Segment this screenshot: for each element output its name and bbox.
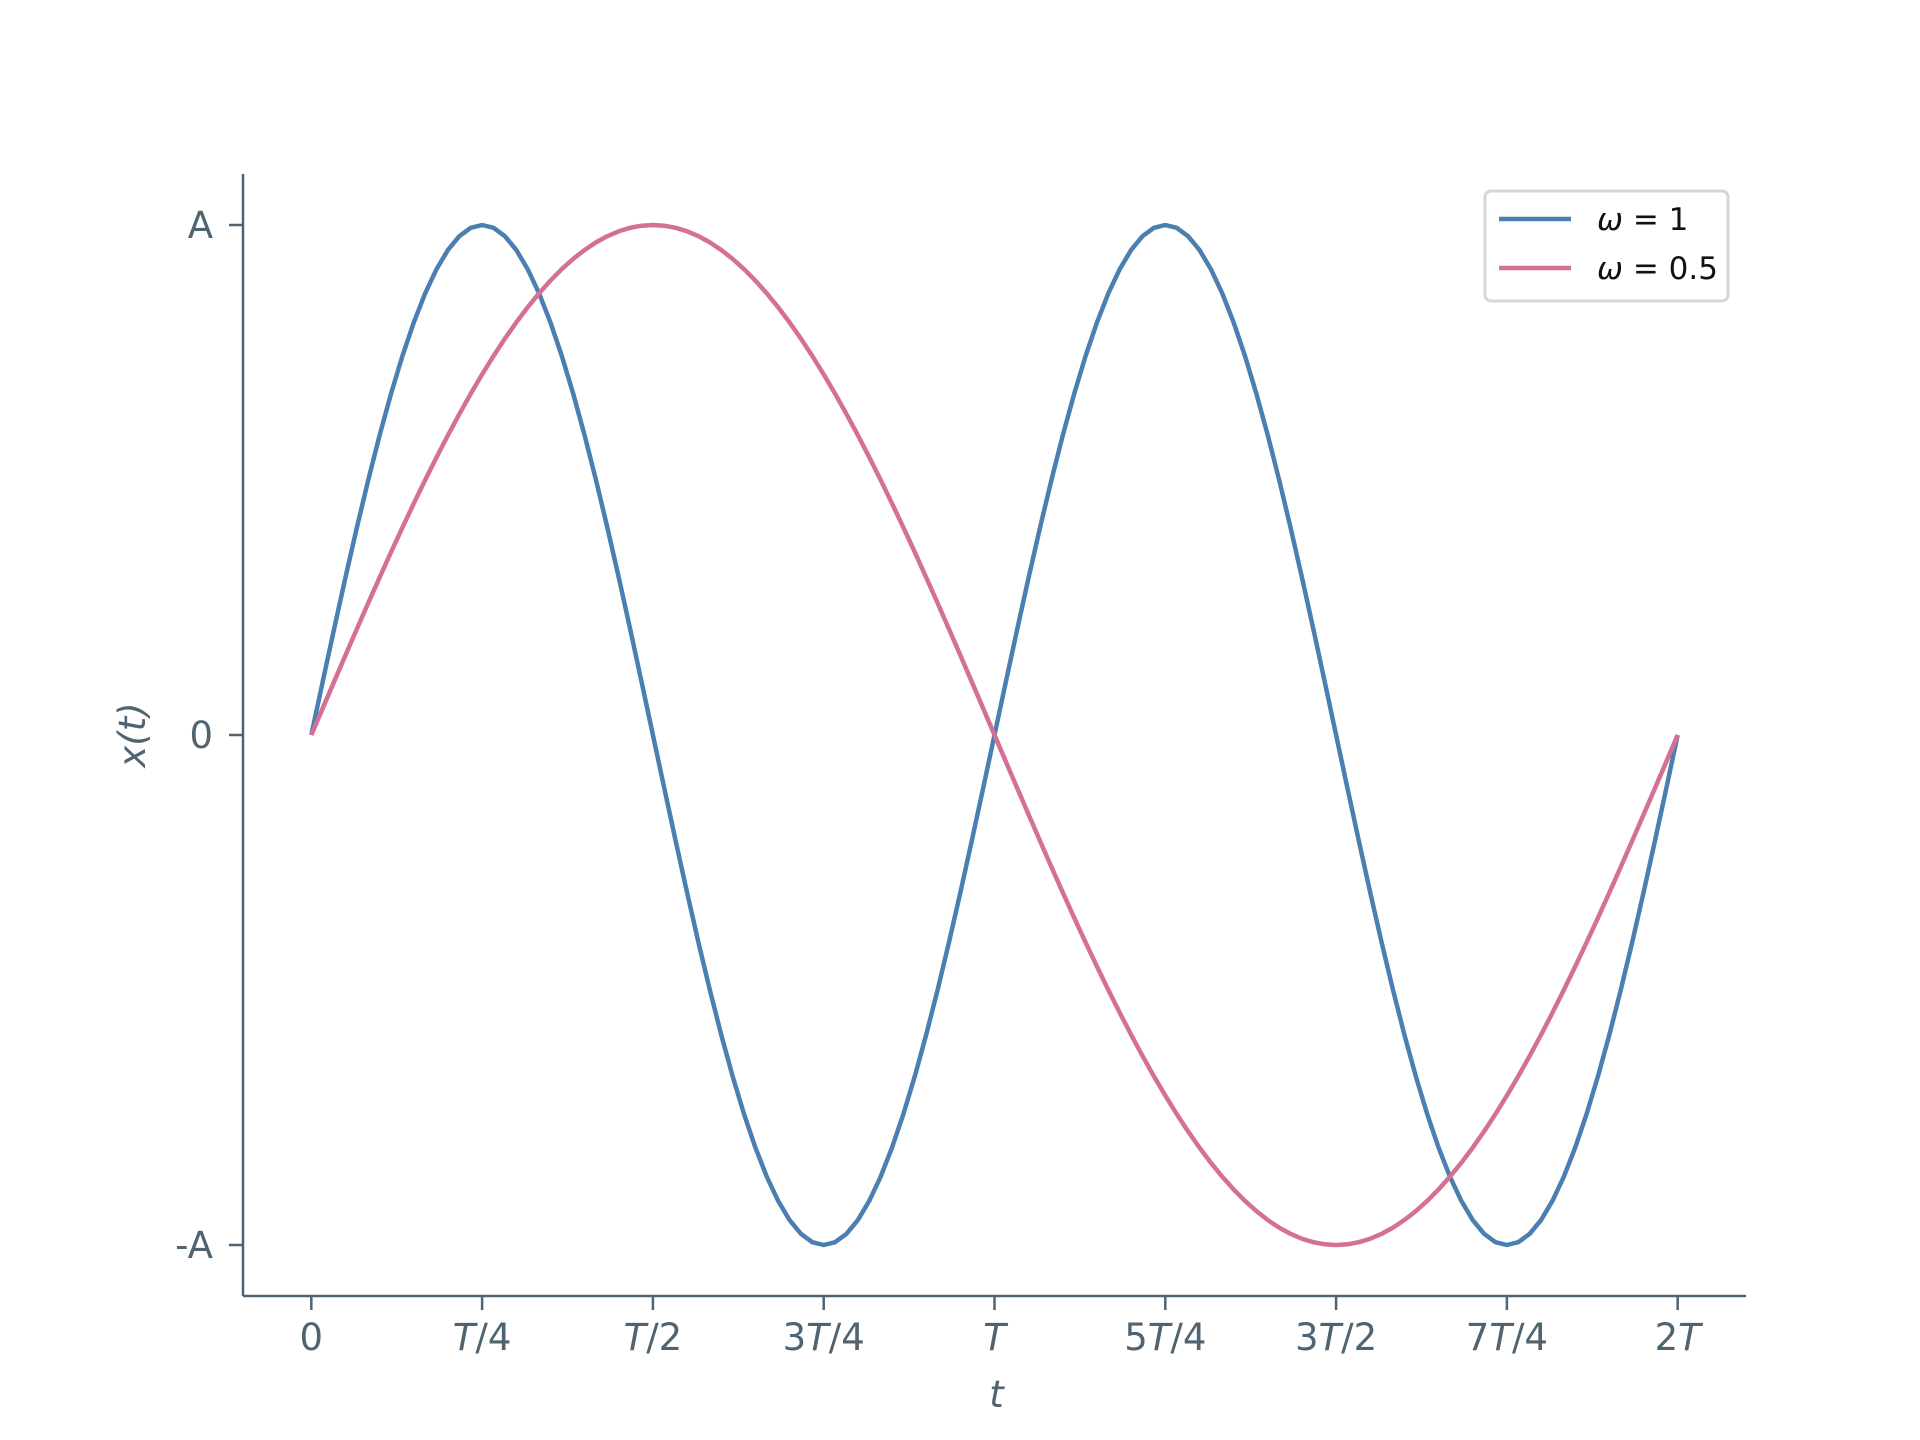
x-tick-label: T/2 — [624, 1316, 683, 1359]
plot-lines — [309, 222, 1680, 1248]
axes: 0 T/4 T/2 3T/4 T 5T/4 3T/2 7T/4 2T -A 0 At x(t) — [111, 174, 1746, 1416]
x-tick-label: 2T — [1655, 1316, 1704, 1359]
legend-label: ω = 1 — [1597, 202, 1688, 238]
x-tick-label: T — [983, 1316, 1008, 1359]
x-tick-label: 3T/4 — [783, 1316, 865, 1359]
y-tick-label: A — [188, 204, 213, 247]
series-line-2 — [309, 222, 1680, 1248]
x-axis-label: t — [989, 1373, 1005, 1416]
x-tick-label: 0 — [300, 1316, 324, 1359]
y-tick-label: -A — [175, 1224, 213, 1267]
legend-label: ω = 0.5 — [1597, 251, 1718, 287]
x-tick-label: 7T/4 — [1466, 1316, 1548, 1359]
x-tick-label: 5T/4 — [1124, 1316, 1206, 1359]
y-tick-label: 0 — [189, 714, 213, 757]
x-tick-label: T/4 — [453, 1316, 512, 1359]
x-tick-label: 3T/2 — [1295, 1316, 1377, 1359]
legend: ω = 1 ω = 0.5 — [1483, 189, 1730, 303]
y-axis-label: x(t) — [111, 702, 154, 768]
